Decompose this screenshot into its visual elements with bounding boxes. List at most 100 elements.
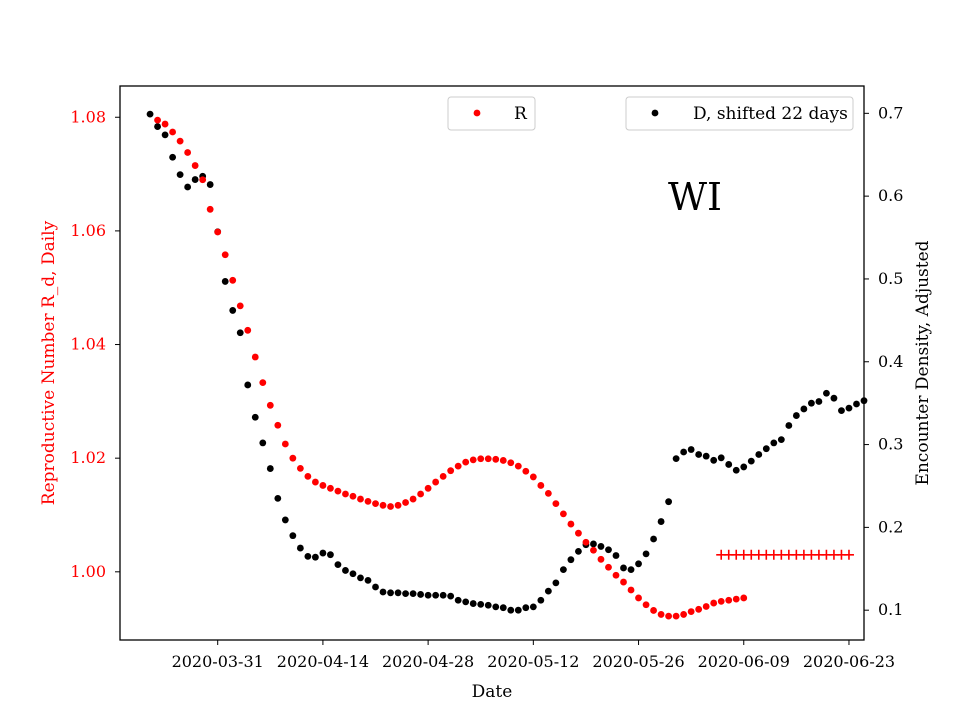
r-point (191, 162, 199, 169)
r-point (409, 495, 417, 503)
r-point (522, 467, 530, 475)
right-tick-label: 0.6 (878, 186, 903, 205)
d-point (191, 176, 199, 183)
x-tick-label: 2020-06-23 (803, 652, 895, 671)
d-point (717, 454, 725, 462)
r-point (507, 459, 515, 467)
d-point (537, 596, 545, 604)
right-tick-label: 0.7 (878, 103, 903, 122)
r-point (349, 492, 357, 500)
x-tick-label: 2020-05-12 (487, 652, 579, 671)
left-tick-label: 1.04 (70, 335, 106, 354)
legend-d: D, shifted 22 days (625, 96, 854, 131)
r-point (635, 594, 642, 602)
r-point (221, 251, 229, 259)
r-point (244, 326, 252, 334)
d-point (597, 543, 605, 550)
legend-r-label: R (514, 104, 528, 124)
d-point (642, 550, 650, 558)
d-point (296, 544, 304, 552)
r-point (514, 462, 522, 470)
r-point (627, 586, 635, 594)
r-point (417, 490, 425, 498)
r-point (695, 605, 703, 613)
r-point (342, 490, 349, 498)
r-point (469, 456, 477, 464)
d-point (702, 452, 710, 460)
left-axis-title: Reproductive Number R_d, Daily (39, 220, 59, 505)
d-point (176, 171, 184, 179)
d-point (447, 592, 455, 600)
r-point (552, 500, 560, 508)
r-point (575, 529, 582, 537)
d-point (559, 566, 567, 574)
r-point (499, 457, 507, 464)
r-point (717, 597, 725, 605)
d-point (146, 110, 154, 118)
d-point (492, 603, 500, 611)
right-tick-label: 0.2 (878, 517, 903, 536)
r-point (492, 455, 500, 463)
r-point (725, 596, 733, 604)
d-point (154, 123, 161, 130)
r-point (447, 467, 455, 475)
d-point (755, 451, 763, 458)
d-point (379, 588, 387, 596)
r-point (650, 607, 657, 614)
d-point (357, 574, 364, 582)
d-point (650, 535, 657, 543)
x-tick-label: 2020-04-14 (277, 652, 369, 671)
r-point (657, 611, 665, 618)
d-point (830, 394, 838, 402)
r-point (394, 501, 402, 509)
d-point (372, 583, 379, 591)
d-point (815, 398, 823, 405)
d-point (529, 603, 537, 611)
d-point (484, 601, 492, 609)
series-r-points (154, 116, 748, 620)
r-point (605, 563, 612, 571)
d-point (567, 556, 575, 564)
legend-d-marker (651, 109, 659, 117)
r-point (372, 500, 379, 508)
x-tick-label: 2020-04-28 (382, 652, 474, 671)
d-point (454, 596, 462, 604)
right-tick-label: 0.5 (878, 269, 903, 288)
x-tick-label: 2020-03-31 (172, 652, 264, 671)
d-point (605, 546, 612, 554)
d-point (777, 436, 785, 443)
d-point (387, 589, 394, 597)
d-point (184, 183, 192, 191)
d-point (304, 552, 312, 560)
r-point (559, 510, 567, 518)
d-point (590, 540, 597, 548)
r-point (454, 462, 462, 470)
d-point (319, 549, 327, 557)
r-point (289, 454, 297, 462)
right-tick-label: 0.1 (878, 600, 903, 619)
d-point (161, 131, 169, 139)
left-axis-ticks: 1.00 1.02 1.04 1.06 1.08 (70, 107, 120, 581)
d-point (725, 461, 733, 468)
r-point (364, 497, 372, 505)
d-point (221, 278, 229, 285)
r-point (687, 608, 695, 615)
r-point (357, 495, 364, 503)
r-point (529, 473, 537, 481)
left-tick-label: 1.06 (70, 221, 106, 240)
r-projected-point (843, 549, 854, 560)
r-point (304, 472, 312, 480)
d-point (635, 560, 642, 568)
d-point (259, 439, 267, 447)
d-point (544, 587, 552, 595)
r-point (311, 478, 319, 486)
d-point (732, 466, 740, 474)
r-point (266, 401, 274, 409)
d-point (710, 456, 718, 464)
d-point (514, 606, 522, 614)
r-point (590, 546, 597, 554)
d-point (785, 422, 793, 429)
d-point (845, 404, 853, 412)
d-point (770, 439, 778, 447)
d-point (289, 532, 297, 540)
